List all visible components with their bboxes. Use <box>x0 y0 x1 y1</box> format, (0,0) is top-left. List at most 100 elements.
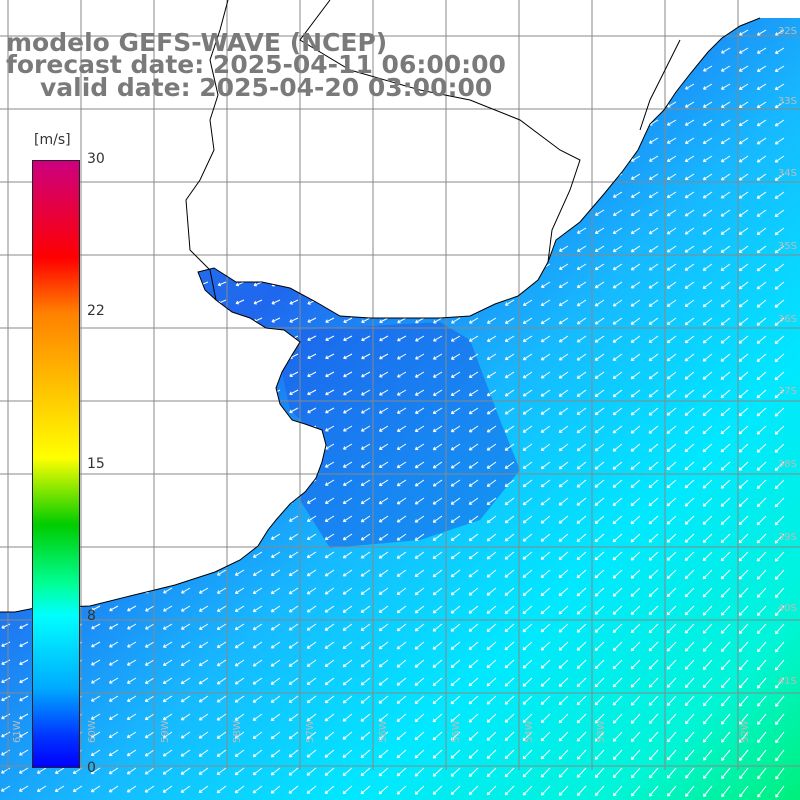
wind-arrow <box>612 641 623 652</box>
wind-arrow <box>738 353 749 362</box>
longitude-label: 53W <box>596 720 607 743</box>
wind-arrow <box>738 119 749 127</box>
wind-arrow <box>576 371 587 379</box>
wind-arrow <box>630 281 641 289</box>
wind-arrow <box>522 677 533 687</box>
wind-arrow <box>252 623 263 631</box>
wind-arrow <box>522 551 533 560</box>
wind-arrow <box>486 641 497 651</box>
wind-arrow <box>685 83 695 90</box>
wind-arrow <box>702 659 713 670</box>
wind-arrow <box>486 605 497 614</box>
wind-arrow <box>504 605 515 614</box>
wind-arrow <box>774 155 785 163</box>
wind-arrow <box>342 497 353 504</box>
wind-arrow <box>1 731 11 738</box>
wind-arrow <box>450 443 461 451</box>
wind-arrow <box>720 137 731 145</box>
wind-arrow <box>702 209 713 217</box>
wind-arrow <box>576 425 587 434</box>
wind-arrow <box>576 749 587 760</box>
wind-arrow <box>738 443 749 453</box>
wind-arrow <box>702 479 713 489</box>
wind-arrow <box>360 461 371 468</box>
wind-arrow <box>738 263 749 272</box>
wind-arrow <box>666 389 677 398</box>
wind-arrow <box>702 191 713 199</box>
wind-arrow <box>396 425 407 432</box>
wind-arrow <box>253 281 263 287</box>
wind-arrow <box>1 767 11 774</box>
wind-arrow <box>342 551 353 559</box>
wind-arrow <box>540 353 551 361</box>
wind-arrow <box>450 623 461 632</box>
wind-arrow <box>504 425 515 433</box>
wind-arrow <box>648 569 659 579</box>
wind-arrow <box>396 767 407 777</box>
wind-arrow <box>648 677 659 688</box>
wind-arrow <box>558 767 569 778</box>
wind-arrow <box>775 785 785 798</box>
wind-arrow <box>198 749 209 757</box>
wind-arrow <box>774 515 785 526</box>
wind-arrow <box>378 605 389 613</box>
wind-arrow <box>540 479 551 488</box>
wind-arrow <box>396 551 407 559</box>
wind-arrow <box>684 587 695 598</box>
wind-arrow <box>720 623 731 634</box>
wind-arrow <box>324 461 335 468</box>
wind-arrow <box>739 767 749 780</box>
wind-arrow <box>270 749 281 758</box>
wind-arrow <box>360 677 371 686</box>
wind-arrow <box>594 227 605 234</box>
wind-arrow <box>648 317 659 325</box>
wind-arrow <box>324 677 335 686</box>
wind-arrow <box>234 713 245 721</box>
wind-arrow <box>594 335 605 343</box>
wind-arrow <box>666 443 677 452</box>
wind-arrow <box>558 281 569 288</box>
wind-arrow <box>144 785 155 793</box>
wind-arrow <box>468 695 479 705</box>
wind-arrow <box>576 605 587 615</box>
wind-arrow <box>775 749 785 762</box>
wind-arrow <box>648 767 659 779</box>
wind-arrow <box>774 29 785 36</box>
colorbar-tick-label: 30 <box>87 151 105 167</box>
wind-arrow <box>468 443 479 451</box>
wind-arrow <box>378 713 389 722</box>
wind-arrow <box>774 371 785 381</box>
wind-arrow <box>235 281 245 287</box>
wind-arrow <box>738 515 749 526</box>
wind-arrow <box>756 443 767 453</box>
wind-arrow <box>648 209 659 217</box>
wind-arrow <box>433 317 443 324</box>
wind-arrow <box>144 695 155 702</box>
wind-arrow <box>684 623 695 634</box>
wind-arrow <box>325 407 335 414</box>
wind-arrow <box>666 641 677 652</box>
wind-arrow <box>361 353 371 360</box>
wind-arrow <box>288 713 299 722</box>
wind-arrow <box>522 389 533 397</box>
wind-arrow <box>288 659 299 667</box>
wind-arrow <box>325 371 335 378</box>
wind-arrow <box>378 785 389 795</box>
wind-arrow <box>558 677 569 687</box>
wind-arrow <box>684 641 695 652</box>
wind-arrow <box>666 281 677 289</box>
wind-arrow <box>756 641 767 653</box>
latitude-label: 38S <box>777 459 797 470</box>
wind-arrow <box>162 749 173 757</box>
wind-arrow <box>630 155 641 162</box>
wind-arrow <box>504 659 515 669</box>
wind-arrow <box>720 245 731 253</box>
wind-arrow <box>648 245 659 253</box>
wind-arrow <box>378 515 389 523</box>
wind-arrow <box>486 749 497 759</box>
longitude-label: 52W <box>740 720 751 743</box>
wind-arrow <box>397 335 407 342</box>
wind-arrow <box>360 749 371 758</box>
wind-arrow <box>414 731 425 741</box>
wind-arrow <box>702 101 713 108</box>
